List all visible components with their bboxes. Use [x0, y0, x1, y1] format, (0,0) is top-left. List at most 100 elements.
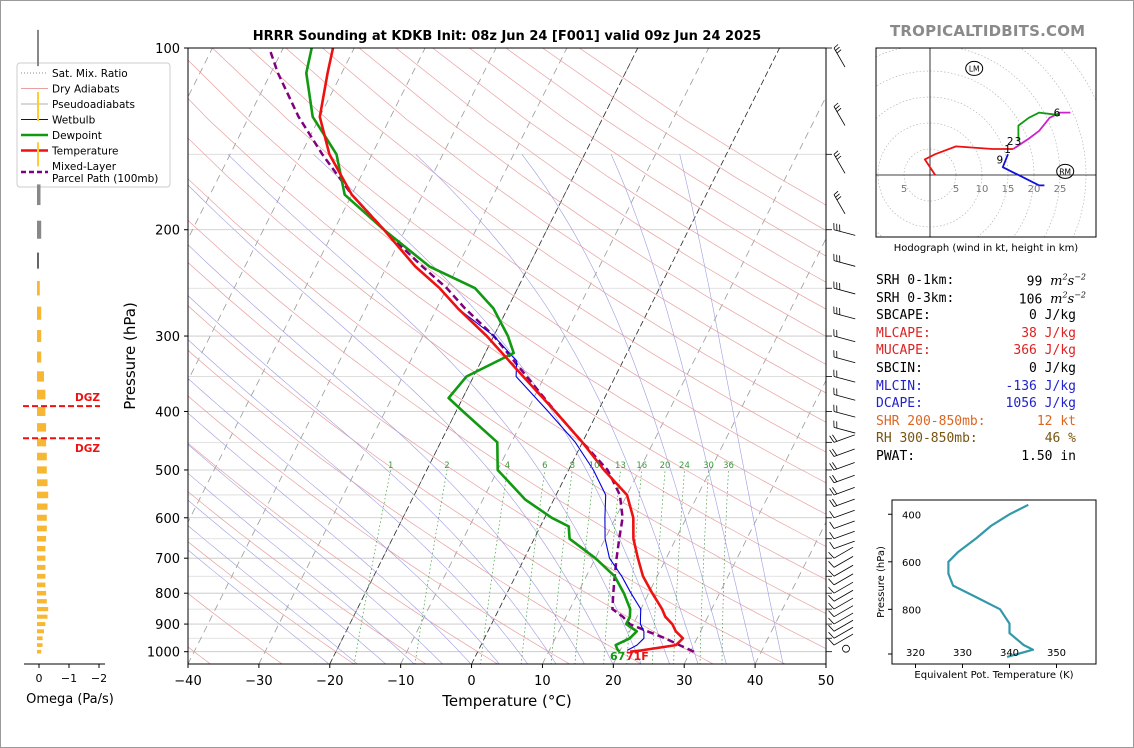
hodograph-ring-label: 5: [901, 184, 907, 195]
wind-barb: [828, 556, 854, 568]
theta-e-xlabel: Equivalent Pot. Temperature (K): [914, 670, 1073, 681]
index-unit: m2s−2: [1050, 290, 1086, 307]
mixing-ratio-line: [574, 469, 595, 664]
omega-axes: DGZ DGZ 0 −1 −2: [23, 392, 107, 685]
wind-barb: [833, 329, 856, 343]
omega-bar: [37, 491, 49, 499]
mixing-ratio-label: 30: [703, 461, 714, 471]
surface-temp-label: 71F: [626, 650, 649, 663]
omega-bar: [37, 525, 47, 532]
index-value: -136 J/kg: [1005, 378, 1076, 394]
legend: Sat. Mix. Ratio Dry Adiabats Pseudoadiabat…: [16, 62, 171, 188]
omega-bar: [37, 371, 44, 382]
pseudoadiabat: [415, 154, 699, 664]
wind-barb: [833, 281, 856, 295]
wind-barbs: [826, 44, 856, 653]
dgz-label: DGZ: [75, 392, 100, 404]
y-tick-label: 1000: [147, 646, 180, 661]
legend-label: Wetbulb: [52, 115, 96, 127]
index-row: SBCIN: 0 J/kg: [876, 361, 1076, 379]
mixing-ratio-line: [652, 469, 666, 664]
omega-bar: [37, 330, 42, 343]
wind-barb: [833, 190, 846, 214]
mixing-ratio-label: 13: [615, 461, 626, 471]
y-tick-label: 900: [155, 618, 180, 633]
dry-adiabat: [188, 491, 427, 664]
hodograph-caption: Hodograph (wind in kt, height in km): [894, 243, 1079, 254]
wind-barb: [828, 605, 854, 618]
index-label: SBCIN:: [876, 361, 923, 376]
y-tick-label: 800: [155, 587, 180, 602]
wind-barb: [833, 404, 856, 418]
index-label: DCAPE:: [876, 396, 923, 412]
legend-label: Sat. Mix. Ratio: [52, 68, 128, 80]
hodograph-ring-label: 25: [1054, 184, 1067, 195]
hodograph-height-label: 9: [996, 154, 1003, 166]
dry-adiabat: [188, 137, 826, 581]
mixing-ratio-label: 6: [542, 461, 547, 471]
isotherm: [754, 521, 826, 664]
theta-e-y-tick-label: 800: [902, 605, 921, 616]
x-tick-label: 20: [605, 674, 622, 689]
index-row: MLCIN: -136 J/kg: [876, 379, 1076, 397]
wind-barb: [828, 597, 854, 610]
index-label: PWAT:: [876, 449, 916, 464]
index-row: MUCAPE: 366 J/kg: [876, 343, 1076, 361]
index-label: SRH 0-3km:: [876, 290, 955, 306]
y-tick-label: 500: [155, 464, 180, 479]
omega-bar: [37, 29, 39, 67]
pseudoadiabat: [188, 295, 557, 664]
omega-bar: [37, 599, 47, 604]
hodograph-lines: [923, 111, 1071, 187]
index-label: MUCAPE:: [876, 343, 931, 359]
legend-label: Parcel Path (100mb): [52, 173, 158, 185]
omega-bar: [37, 555, 46, 561]
index-value: 38 J/kg: [1021, 325, 1076, 341]
index-row: SBCAPE: 0 J/kg: [876, 308, 1076, 326]
legend-label: Mixed-Layer: [52, 161, 117, 173]
wind-barb: [833, 222, 856, 236]
mixing-ratio-line: [603, 469, 621, 664]
omega-bar: [37, 184, 41, 206]
hodograph-ring-label: 15: [1002, 184, 1015, 195]
wind-barb: [833, 102, 846, 126]
theta-e-y-tick-label: 600: [902, 558, 921, 569]
wind-barb: [828, 612, 854, 625]
pseudoadiabat: [188, 472, 415, 664]
series-wetbulb: [383, 229, 645, 651]
surface-dewpoint-label: 67: [610, 650, 625, 663]
pseudoadiabat: [188, 525, 358, 664]
hodograph-ring-label: 20: [1028, 184, 1041, 195]
omega-xlabel: Omega (Pa/s): [26, 692, 114, 707]
omega-bar: [37, 281, 40, 296]
x-tick-label: 40: [747, 674, 764, 689]
theta-e-x-tick-label: 350: [1047, 648, 1066, 659]
index-label: MLCIN:: [876, 378, 923, 394]
index-row: SRH 0-1km: 99 m2s−2: [876, 273, 1086, 291]
mixing-ratio-label: 1: [388, 461, 393, 471]
skewt-ylabel: Pressure (hPa): [121, 302, 139, 410]
omega-bar: [37, 503, 48, 510]
index-value: 0 J/kg: [1029, 308, 1076, 324]
omega-bar: [37, 466, 47, 474]
omega-bar: [37, 514, 47, 521]
isotherm: [683, 379, 826, 664]
x-tick-label: 0: [467, 674, 475, 689]
wind-barb: [833, 369, 856, 383]
wind-barb: [828, 626, 854, 639]
dry-adiabat: [188, 59, 826, 515]
omega-bar: [37, 389, 46, 400]
storm-motion-marker: [1056, 163, 1075, 179]
dry-adiabat: [188, 541, 355, 664]
wind-barb: [828, 589, 854, 602]
theta-e-axes: 320 330 340 350 400 600 800: [888, 510, 1066, 668]
wind-barb: [829, 540, 855, 550]
mixing-ratio-label: 10: [589, 461, 600, 471]
theta-e-lines: [947, 503, 1035, 658]
index-value: 0 J/kg: [1029, 361, 1076, 376]
omega-bar: [37, 438, 47, 447]
mixing-ratio-line: [520, 469, 546, 664]
pseudoadiabat: [610, 154, 756, 664]
pseudoadiabat: [188, 244, 585, 664]
skewt-series: [268, 48, 695, 653]
